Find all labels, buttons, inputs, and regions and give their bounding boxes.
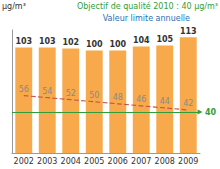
svg-text:48: 48 [113, 93, 123, 102]
svg-text:42: 42 [183, 99, 193, 108]
svg-text:Valeur limite annuelle: Valeur limite annuelle [103, 14, 190, 23]
svg-text:2004: 2004 [61, 157, 81, 166]
svg-text:104: 104 [133, 36, 150, 45]
svg-text:113: 113 [180, 27, 197, 36]
svg-text:2006: 2006 [108, 157, 128, 166]
svg-text:46: 46 [136, 95, 146, 104]
svg-text:100: 100 [109, 40, 126, 49]
svg-text:52: 52 [66, 89, 76, 98]
svg-text:103: 103 [15, 37, 32, 46]
svg-text:2005: 2005 [84, 157, 104, 166]
svg-text:2003: 2003 [37, 157, 57, 166]
svg-text:2008: 2008 [155, 157, 175, 166]
svg-text:102: 102 [62, 38, 79, 47]
svg-text:Objectif de qualité 2010 : 40: Objectif de qualité 2010 : 40 µg/m³ [77, 1, 218, 11]
svg-text:2002: 2002 [14, 157, 34, 166]
svg-text:44: 44 [160, 97, 170, 106]
svg-text:54: 54 [42, 87, 52, 96]
svg-text:105: 105 [156, 35, 173, 44]
svg-text:103: 103 [39, 37, 56, 46]
svg-text:2007: 2007 [131, 157, 151, 166]
svg-text:50: 50 [89, 91, 99, 100]
svg-text:2009: 2009 [178, 157, 198, 166]
svg-text:100: 100 [86, 40, 103, 49]
svg-text:µg/m³: µg/m³ [2, 2, 26, 11]
svg-text:40: 40 [205, 108, 217, 117]
svg-text:56: 56 [19, 85, 29, 94]
